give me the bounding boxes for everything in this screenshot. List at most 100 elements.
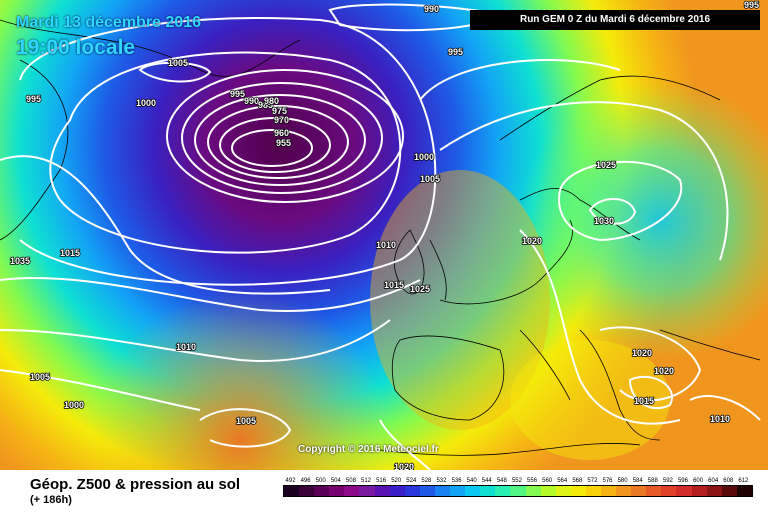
- isobar-label: 995: [230, 89, 245, 99]
- isobar-label: 1005: [420, 174, 440, 184]
- isobar-label: 970: [274, 115, 289, 125]
- scale-label: 516: [376, 478, 387, 484]
- isobar-label: 1020: [632, 348, 652, 358]
- scale-label: 556: [527, 478, 538, 484]
- scale-label: 504: [330, 478, 341, 484]
- scale-swatch: [646, 486, 662, 496]
- scale-label: 552: [511, 478, 522, 484]
- scale-swatch: [419, 486, 435, 496]
- scale-label: 596: [677, 478, 688, 484]
- scale-swatch: [570, 486, 586, 496]
- isobar-label: 1010: [176, 342, 196, 352]
- isobar-label: 1015: [60, 248, 80, 258]
- scale-label: 500: [315, 478, 326, 484]
- scale-swatch: [661, 486, 677, 496]
- scale-label: 520: [391, 478, 402, 484]
- forecast-date: Mardi 13 décembre 2016: [16, 14, 201, 31]
- scale-swatch: [434, 486, 451, 496]
- isobar-label: 985: [258, 100, 273, 110]
- scale-label: 568: [572, 478, 583, 484]
- isobar-label: 1010: [376, 240, 396, 250]
- scale-label: 536: [451, 478, 462, 484]
- coastlines: [0, 19, 761, 456]
- scale-label: 532: [436, 478, 447, 484]
- isobar-label: 1020: [654, 366, 674, 376]
- forecast-map: 990 995 1005 995 1000 995 990 985 980 97…: [0, 0, 768, 470]
- scale-swatch: [691, 486, 707, 496]
- scale-label: 496: [300, 478, 311, 484]
- forecast-time: 19:00 locale: [16, 36, 136, 59]
- scale-label: 524: [406, 478, 417, 484]
- scale-swatch: [510, 486, 526, 496]
- isobars: [0, 3, 761, 470]
- isobar-label: 995: [26, 94, 41, 104]
- isobar-label: 975: [272, 106, 287, 116]
- isobar-label: 990: [424, 4, 439, 14]
- scale-swatch: [616, 486, 632, 496]
- scale-swatch: [284, 486, 300, 496]
- scale-label: 600: [693, 478, 704, 484]
- scale-label: 612: [738, 478, 749, 484]
- isobar-label: 1025: [596, 160, 616, 170]
- isobar-label: 1020: [522, 236, 542, 246]
- color-scale-labels: 492 496 500 504 508 512 516 520 524 528 532 536 540 5…: [283, 478, 751, 484]
- scale-label: 528: [421, 478, 432, 484]
- scale-label: 588: [647, 478, 658, 484]
- scale-swatch: [389, 486, 405, 496]
- color-scale: 492 496 500 504 508 512 516 520 524 528 532 536 540 5…: [283, 478, 753, 497]
- scale-swatch: [631, 486, 647, 496]
- scale-label: 544: [481, 478, 492, 484]
- isobar-label: 980: [264, 96, 279, 106]
- scale-swatch: [299, 486, 315, 496]
- scale-swatch: [465, 486, 481, 496]
- copyright-notice: Copyright © 2016 Meteociel.fr: [298, 444, 439, 455]
- model-run-banner: Run GEM 0 Z du Mardi 6 décembre 2016: [470, 10, 760, 30]
- isobar-label: 1030: [594, 216, 614, 226]
- scale-swatch: [495, 486, 511, 496]
- scale-swatch: [585, 486, 601, 496]
- isobar-label: 1035: [10, 256, 30, 266]
- scale-swatch: [525, 486, 541, 496]
- scale-label: 560: [542, 478, 553, 484]
- scale-swatch: [344, 486, 360, 496]
- scale-swatch: [404, 486, 420, 496]
- scale-swatch: [555, 486, 571, 496]
- scale-swatch: [450, 486, 466, 496]
- isobar-label: 990: [244, 96, 259, 106]
- scale-label: 580: [617, 478, 628, 484]
- scale-swatch: [480, 486, 496, 496]
- scale-swatch: [374, 486, 390, 496]
- scale-label: 540: [466, 478, 477, 484]
- isobar-label: 1005: [236, 416, 256, 426]
- scale-label: 492: [285, 478, 296, 484]
- isobar-label: 1000: [136, 98, 156, 108]
- isobar-label: 1000: [64, 400, 84, 410]
- scale-label: 508: [345, 478, 356, 484]
- scale-swatch: [736, 486, 752, 496]
- scale-label: 548: [496, 478, 507, 484]
- scale-label: 608: [723, 478, 734, 484]
- isobar-label: 1000: [414, 152, 434, 162]
- forecast-lead-time: (+ 186h): [30, 494, 72, 506]
- isobar-label: 995: [448, 47, 463, 57]
- isobar-label: 1005: [168, 58, 188, 68]
- scale-swatch: [721, 486, 737, 496]
- isobar-label: 995: [744, 0, 759, 10]
- map-title: Géop. Z500 & pression au sol: [30, 476, 241, 493]
- scale-label: 564: [557, 478, 568, 484]
- scale-label: 584: [632, 478, 643, 484]
- isobar-label: 1015: [634, 396, 654, 406]
- scale-swatch: [314, 486, 330, 496]
- isobar-label: 1015: [384, 280, 404, 290]
- scale-label: 576: [602, 478, 613, 484]
- scale-label: 572: [587, 478, 598, 484]
- isobar-label: 960: [274, 128, 289, 138]
- isobar-label: 1005: [30, 372, 50, 382]
- isobar-label: 1020: [394, 462, 414, 470]
- scale-label: 604: [708, 478, 719, 484]
- scale-label: 512: [361, 478, 372, 484]
- isobar-label: 955: [276, 138, 291, 148]
- scale-swatch: [676, 486, 692, 496]
- scale-swatch: [329, 486, 345, 496]
- scale-swatch: [540, 486, 556, 496]
